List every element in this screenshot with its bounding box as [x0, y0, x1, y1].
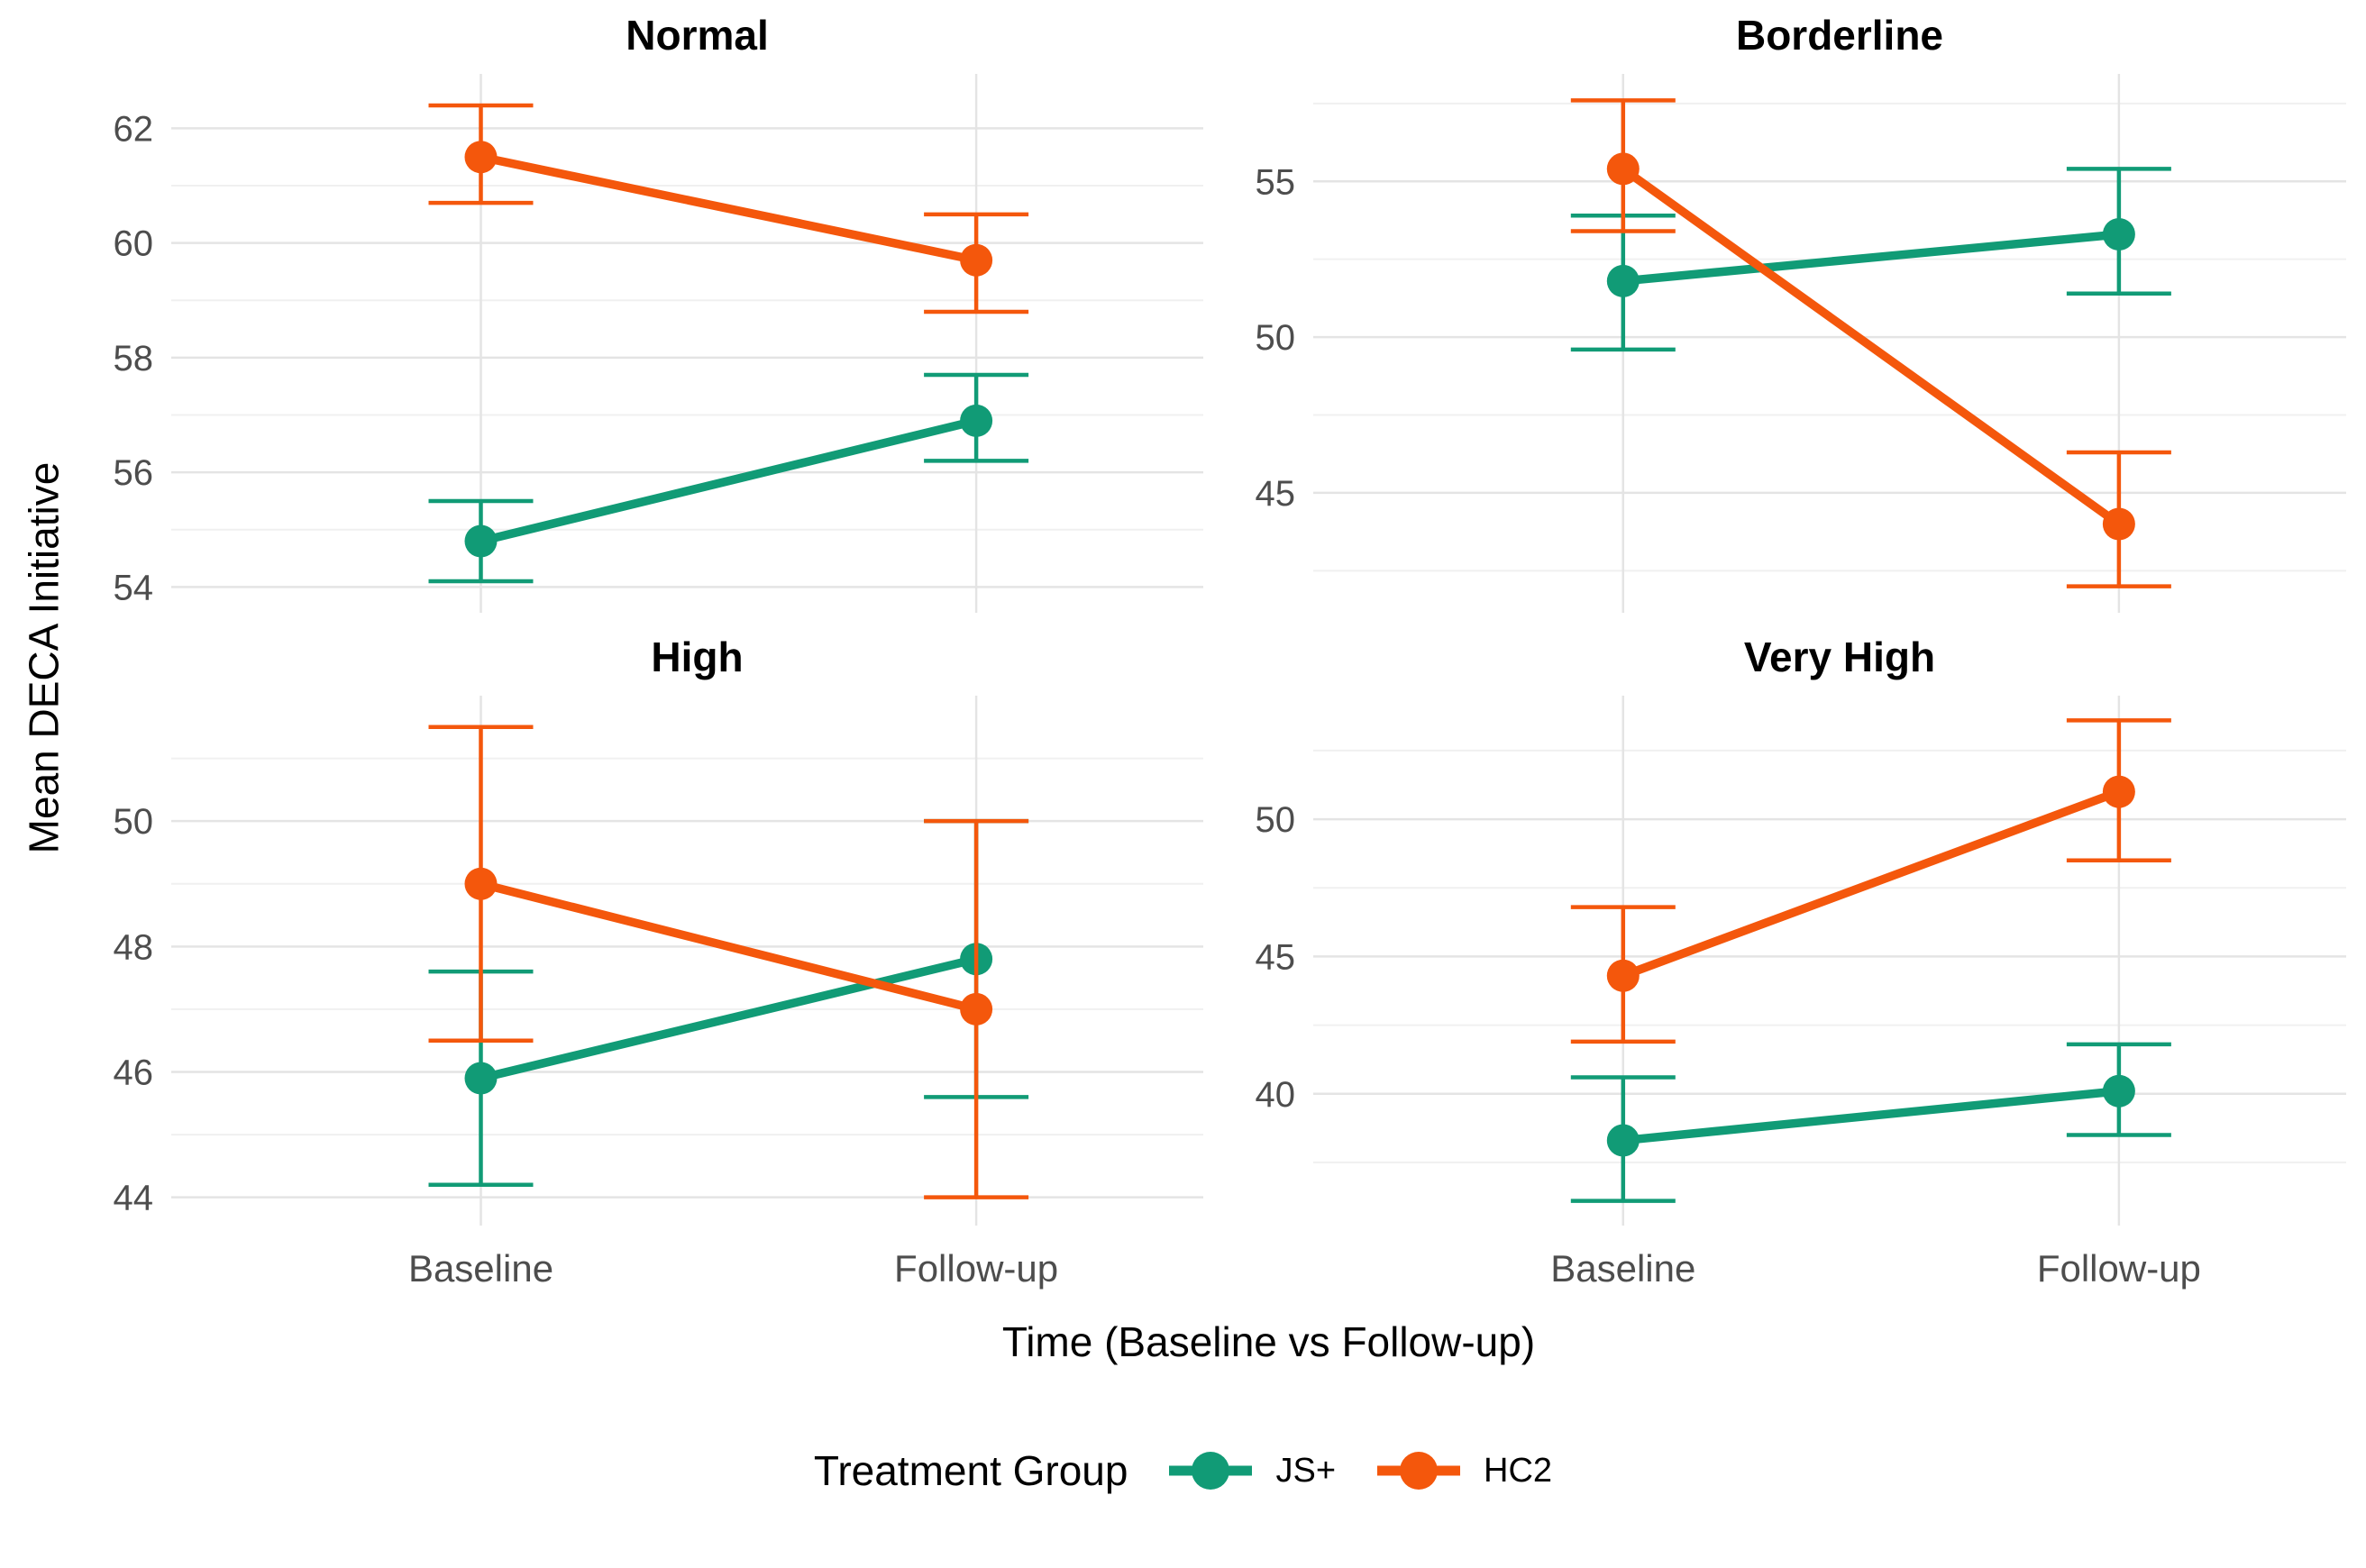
data-point	[2102, 1074, 2135, 1108]
series-line	[480, 954, 978, 1083]
data-point	[1606, 1124, 1640, 1157]
y-tick-label: 60	[114, 224, 154, 264]
y-tick-label: 46	[114, 1053, 154, 1093]
panel-plot-normal: 54 56 58 60 62	[114, 74, 1203, 613]
y-tick-label: 50	[1256, 800, 1296, 840]
panel-plot-very-high: 40 45 50 Baseline Follow-up	[1256, 696, 2346, 1290]
data-point	[464, 867, 498, 900]
x-axis-title: Time (Baseline vs Follow-up)	[1001, 1318, 1536, 1365]
legend-entry-js-plus: JS+	[1165, 1442, 1336, 1500]
series-line	[480, 152, 978, 265]
series-line	[1622, 230, 2120, 286]
y-tick-label: 45	[1256, 474, 1296, 514]
y-tick-label: 40	[1256, 1075, 1296, 1115]
legend-label-hc2: HC2	[1484, 1451, 1553, 1490]
legend-entry-hc2: HC2	[1374, 1442, 1552, 1500]
data-point	[464, 1062, 498, 1095]
y-tick-label: 50	[114, 802, 154, 842]
x-tick-label: Baseline	[1550, 1247, 1695, 1290]
panel-plot-borderline: 45 50 55	[1256, 74, 2346, 613]
panel-high: High 44 46 48 50 Baseline Follow-up	[81, 622, 1223, 1316]
x-tick-label: Baseline	[408, 1247, 553, 1290]
panel-title-very-high: Very High	[1743, 634, 1936, 680]
legend-title: Treatment Group	[813, 1447, 1128, 1494]
data-point	[960, 992, 993, 1026]
data-point	[464, 524, 498, 558]
panel-title-borderline: Borderline	[1735, 12, 1944, 59]
series-line	[1622, 1086, 2120, 1145]
panel-very-high: Very High 40 45 50 Baseline Follow-up	[1223, 622, 2366, 1316]
data-point	[960, 404, 993, 437]
data-point	[464, 141, 498, 174]
data-point	[1606, 264, 1640, 297]
data-point	[960, 243, 993, 277]
legend-key-icon	[1169, 1452, 1253, 1490]
y-tick-label: 58	[114, 339, 154, 378]
y-tick-label: 62	[114, 109, 154, 149]
data-point	[2102, 507, 2135, 541]
series-line	[480, 416, 978, 546]
y-tick-label: 54	[114, 568, 154, 607]
y-tick-label: 56	[114, 453, 154, 493]
panel-title-high: High	[651, 634, 744, 680]
y-tick-label: 45	[1256, 937, 1296, 977]
data-point	[1606, 959, 1640, 992]
x-tick-label: Follow-up	[2037, 1247, 2201, 1290]
panel-normal: Normal 54 56 58 60 62	[81, 0, 1223, 622]
y-tick-label: 50	[1256, 318, 1296, 358]
panels-grid: Normal 54 56 58 60 62 Borderline 45 50 55 High…	[81, 0, 2366, 1316]
series-line	[480, 880, 978, 1014]
data-point	[1606, 152, 1640, 186]
y-axis-title-text: Mean DECA Initiative	[20, 461, 67, 854]
y-tick-label: 55	[1256, 162, 1296, 202]
series-line	[1621, 165, 2122, 528]
data-point	[2102, 775, 2135, 808]
x-tick-label: Follow-up	[894, 1247, 1058, 1290]
data-point	[2102, 218, 2135, 251]
panel-title-normal: Normal	[626, 12, 769, 59]
panel-borderline: Borderline 45 50 55	[1223, 0, 2366, 622]
series-line	[1621, 788, 2121, 980]
y-tick-label: 44	[114, 1179, 154, 1218]
y-axis-title: Mean DECA Initiative	[5, 0, 81, 1316]
legend-key-icon	[1377, 1452, 1461, 1490]
legend-label-js-plus: JS+	[1275, 1451, 1337, 1490]
legend: Treatment Group JS+ HC2	[0, 1442, 2366, 1500]
y-tick-label: 48	[114, 927, 154, 967]
panel-plot-high: 44 46 48 50 Baseline Follow-up	[114, 696, 1203, 1290]
